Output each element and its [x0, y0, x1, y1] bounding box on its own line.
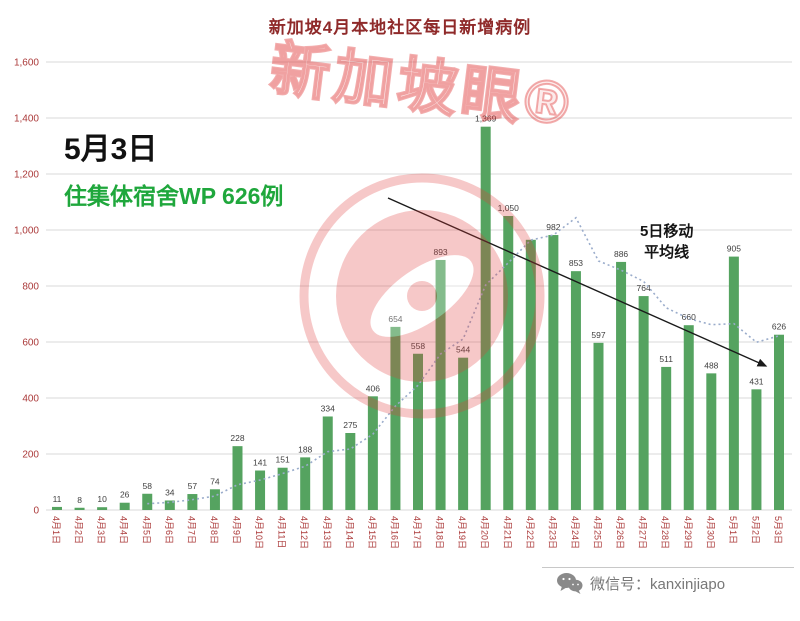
svg-text:4月25日: 4月25日	[593, 516, 603, 549]
svg-text:4月18日: 4月18日	[435, 516, 445, 549]
svg-text:654: 654	[388, 314, 402, 324]
svg-text:1,000: 1,000	[14, 226, 39, 237]
svg-text:4月30日: 4月30日	[705, 516, 715, 549]
svg-text:57: 57	[188, 481, 198, 491]
moving-average-label-line2: 平均线	[644, 244, 690, 261]
svg-text:4月19日: 4月19日	[457, 516, 467, 549]
svg-text:853: 853	[569, 258, 583, 268]
svg-text:764: 764	[637, 283, 651, 293]
svg-text:188: 188	[298, 444, 312, 454]
svg-text:4月8日: 4月8日	[209, 516, 219, 544]
svg-text:4月17日: 4月17日	[412, 516, 422, 549]
svg-text:4月28日: 4月28日	[660, 516, 670, 549]
svg-text:431: 431	[749, 376, 763, 386]
svg-text:141: 141	[253, 458, 267, 468]
svg-text:1,400: 1,400	[14, 114, 39, 125]
svg-text:34: 34	[165, 487, 175, 497]
svg-text:4月5日: 4月5日	[141, 516, 151, 544]
svg-text:558: 558	[411, 341, 425, 351]
moving-average-label: 5日移动 平均线	[640, 221, 693, 263]
svg-text:982: 982	[546, 222, 560, 232]
svg-text:4月20日: 4月20日	[480, 516, 490, 549]
annotation-detail: 住集体宿舍WP 626例	[64, 183, 284, 209]
svg-text:4月21日: 4月21日	[502, 516, 512, 549]
svg-text:4月24日: 4月24日	[570, 516, 580, 549]
svg-text:886: 886	[614, 249, 628, 259]
svg-text:8: 8	[77, 495, 82, 505]
svg-text:660: 660	[682, 312, 696, 322]
svg-text:488: 488	[704, 360, 718, 370]
svg-text:4月4日: 4月4日	[119, 516, 129, 544]
svg-text:74: 74	[210, 476, 220, 486]
svg-text:4月23日: 4月23日	[547, 516, 557, 549]
svg-text:4月1日: 4月1日	[51, 516, 61, 544]
svg-text:600: 600	[22, 338, 39, 349]
svg-text:4月9日: 4月9日	[232, 516, 242, 544]
svg-text:1,200: 1,200	[14, 170, 39, 181]
svg-text:58: 58	[143, 481, 153, 491]
svg-text:4月2日: 4月2日	[74, 516, 84, 544]
svg-text:511: 511	[659, 354, 673, 364]
svg-text:5月1日: 5月1日	[728, 516, 738, 544]
svg-text:893: 893	[433, 247, 447, 257]
svg-text:4月12日: 4月12日	[299, 516, 309, 549]
svg-text:1,369: 1,369	[475, 114, 497, 124]
svg-text:905: 905	[727, 244, 741, 254]
svg-text:334: 334	[321, 403, 335, 413]
svg-text:1,050: 1,050	[498, 203, 520, 213]
footer-divider	[542, 567, 794, 568]
svg-text:4月26日: 4月26日	[615, 516, 625, 549]
svg-text:10: 10	[97, 494, 107, 504]
svg-text:275: 275	[343, 420, 357, 430]
svg-text:4月13日: 4月13日	[322, 516, 332, 549]
svg-text:800: 800	[22, 282, 39, 293]
svg-text:4月3日: 4月3日	[96, 516, 106, 544]
svg-text:597: 597	[591, 330, 605, 340]
svg-text:1,600: 1,600	[14, 58, 39, 69]
svg-text:4月6日: 4月6日	[164, 516, 174, 544]
svg-text:5月3日: 5月3日	[773, 516, 783, 544]
moving-average-label-line1: 5日移动	[640, 223, 694, 240]
wechat-icon	[557, 573, 583, 594]
svg-text:4月16日: 4月16日	[389, 516, 399, 549]
svg-text:11: 11	[53, 494, 62, 504]
svg-text:4月15日: 4月15日	[367, 516, 377, 549]
svg-text:4月11日: 4月11日	[277, 516, 287, 548]
page-title: 新加坡4月本地社区每日新增病例	[268, 18, 532, 37]
svg-text:626: 626	[772, 322, 786, 332]
svg-text:4月29日: 4月29日	[683, 516, 693, 549]
annotation-date: 5月3日	[64, 133, 158, 166]
svg-text:26: 26	[120, 490, 130, 500]
svg-text:0: 0	[33, 506, 39, 517]
watermark-logo-icon	[299, 173, 545, 419]
svg-text:544: 544	[456, 345, 470, 355]
svg-text:200: 200	[22, 450, 39, 461]
svg-text:4月22日: 4月22日	[525, 516, 535, 549]
annotation-callout: 5月3日 住集体宿舍WP 626例	[64, 124, 283, 211]
svg-text:4月14日: 4月14日	[344, 516, 354, 549]
svg-text:4月7日: 4月7日	[186, 516, 196, 544]
svg-text:4月10日: 4月10日	[254, 516, 264, 549]
svg-text:228: 228	[230, 433, 244, 443]
svg-text:400: 400	[22, 394, 39, 405]
svg-text:151: 151	[276, 455, 290, 465]
svg-text:4月27日: 4月27日	[638, 516, 648, 549]
wechat-id-text: 微信号：kanxinjiapo	[590, 575, 726, 593]
svg-text:406: 406	[366, 383, 380, 393]
svg-text:5月2日: 5月2日	[750, 516, 760, 544]
footer-wechat: 微信号：kanxinjiapo	[556, 572, 725, 594]
